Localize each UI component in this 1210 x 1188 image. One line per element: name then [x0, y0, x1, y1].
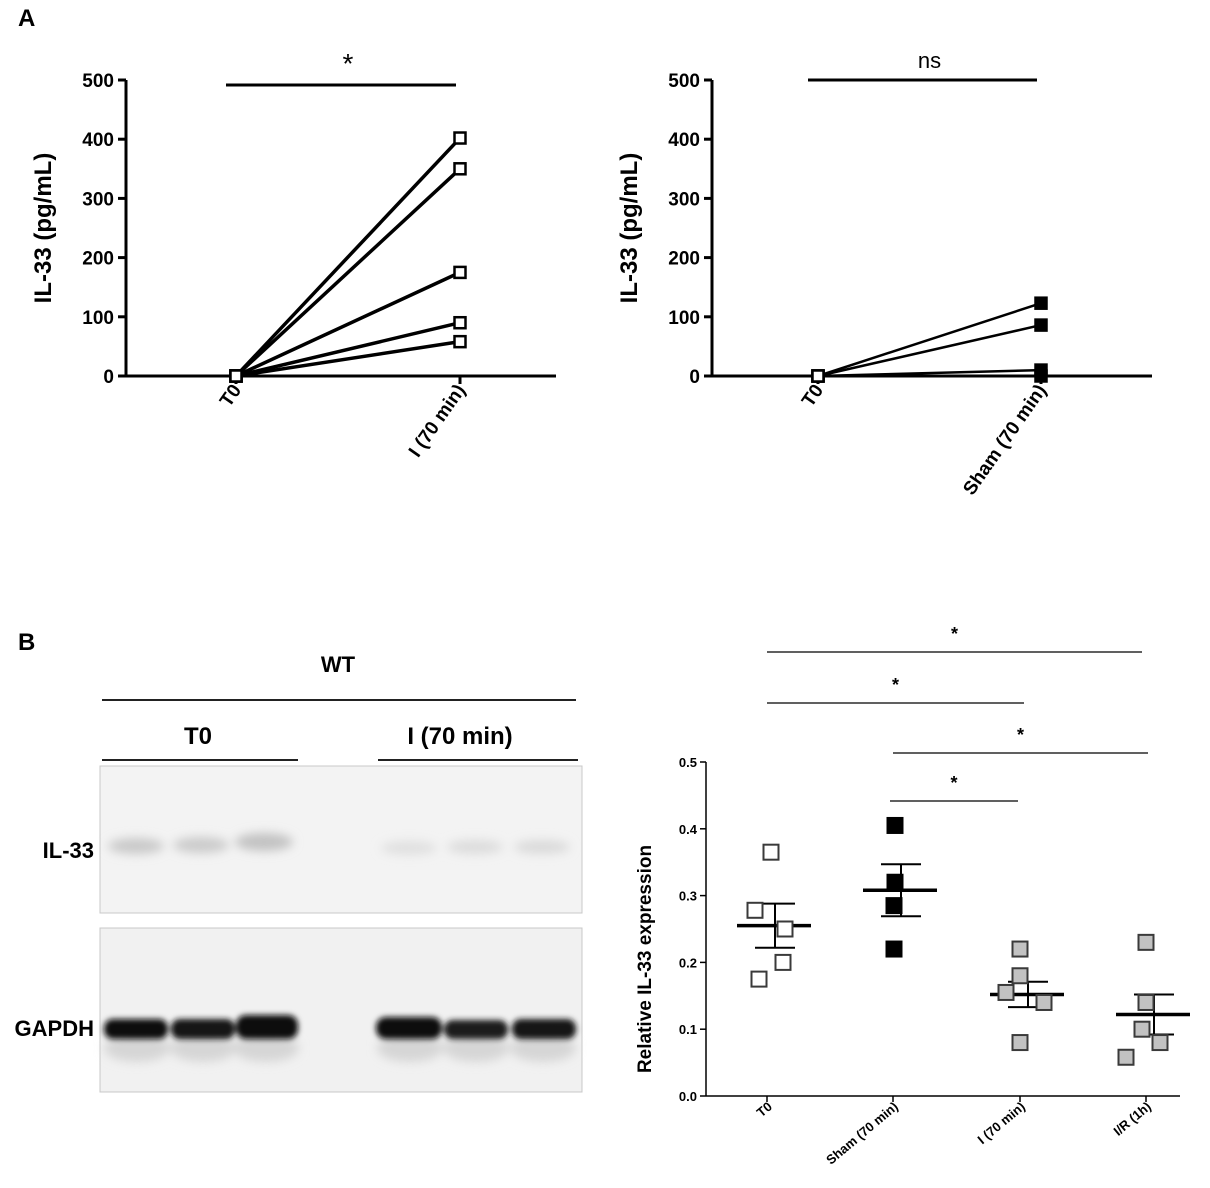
y-tick-label: 0.0	[679, 1089, 697, 1104]
data-point	[229, 369, 243, 383]
data-point	[1011, 940, 1029, 958]
chart-a-right: 0 100 200 300 400 500 IL-33 (pg/mL) T0 Sham (70 …	[616, 48, 1152, 499]
data-point	[885, 940, 903, 958]
data-point	[1034, 296, 1048, 310]
gapdh-band-4	[376, 1017, 442, 1039]
data-point	[453, 265, 467, 280]
gapdh-band-6	[512, 1019, 576, 1039]
data-point	[453, 131, 467, 145]
pair-line-2	[234, 167, 462, 378]
gapdh-band-1	[104, 1019, 168, 1039]
il33-band-2	[173, 837, 229, 853]
chart-a-left: 0 100 200 300 400 500 IL-33 (pg/mL) T0 I (70 min…	[30, 48, 556, 461]
data-point	[453, 315, 467, 330]
data-point	[1011, 967, 1029, 985]
y-tick-label: 0.2	[679, 955, 697, 970]
data-point	[1117, 1048, 1135, 1066]
data-point	[776, 920, 794, 938]
data-point	[1151, 1034, 1169, 1052]
il33-band-1	[108, 838, 164, 854]
gapdh-band-2	[171, 1019, 235, 1039]
y-tick-label: 200	[668, 249, 700, 270]
panel-label-a: A	[18, 5, 35, 32]
y-tick-label: 0	[689, 367, 700, 388]
pair-line-3	[235, 270, 461, 378]
x-tick-label: T0	[216, 381, 246, 411]
panel-label-b: B	[18, 629, 35, 656]
il33-band-6	[514, 840, 570, 854]
data-point	[1011, 1034, 1029, 1052]
y-tick-label: 0.4	[679, 822, 698, 837]
y-tick-label: 300	[82, 189, 114, 210]
x-tick-label: T0	[754, 1099, 775, 1120]
chart-b-scatter: 0.0 0.1 0.2 0.3 0.4 0.5 Relative IL-33 express…	[635, 624, 1190, 1167]
pair-line-2	[817, 323, 1042, 378]
gapdh-band-3	[236, 1015, 298, 1039]
y-tick-label: 0.1	[679, 1022, 697, 1037]
y-axis-label: IL-33 (pg/mL)	[30, 153, 57, 304]
significance-label: *	[951, 624, 958, 644]
y-tick-label: 0.5	[679, 755, 697, 770]
x-tick-label: T0	[798, 381, 828, 411]
blot-row-label-il33: IL-33	[43, 838, 94, 863]
data-point	[1137, 993, 1155, 1011]
y-tick-label: 100	[82, 308, 114, 329]
significance-label: ns	[918, 48, 941, 73]
gapdh-bands	[104, 1015, 576, 1062]
data-point	[762, 843, 780, 861]
x-tick-label: I (70 min)	[405, 381, 470, 461]
significance-label: *	[343, 48, 354, 79]
data-point	[453, 162, 467, 176]
y-tick-label: 300	[668, 189, 700, 210]
data-point	[774, 953, 792, 971]
y-tick-label: 0.3	[679, 889, 697, 904]
x-tick-label: Sham (70 min)	[823, 1099, 901, 1168]
y-tick-label: 200	[82, 249, 114, 270]
il33-band-3	[235, 833, 293, 851]
il33-bands	[108, 833, 570, 855]
blot-group-label-i70: I (70 min)	[407, 723, 512, 750]
western-blot: WT T0 I (70 min) IL-33 GAPDH	[15, 652, 583, 1093]
y-tick-label: 100	[668, 308, 700, 329]
data-point	[1137, 933, 1155, 951]
x-tick-label: I (70 min)	[975, 1099, 1028, 1147]
x-tick-label: I/R (1h)	[1111, 1099, 1154, 1139]
blot-membrane-il33	[99, 765, 583, 914]
data-point	[1035, 993, 1053, 1011]
gapdh-band-5	[444, 1020, 508, 1039]
data-point	[1133, 1020, 1151, 1038]
data-point	[885, 897, 903, 915]
blot-membrane-gapdh	[99, 927, 583, 1093]
y-axis-label: IL-33 (pg/mL)	[616, 153, 643, 304]
pair-line-1	[234, 136, 462, 378]
significance-label: *	[1017, 725, 1024, 745]
y-tick-label: 400	[668, 130, 700, 151]
data-point	[811, 369, 825, 383]
data-point	[746, 901, 764, 919]
data-point	[886, 816, 904, 834]
blot-row-label-gapdh: GAPDH	[15, 1016, 94, 1041]
x-tick-label: Sham (70 min)	[959, 381, 1051, 499]
blot-group-label-t0: T0	[184, 723, 212, 750]
il33-band-5	[447, 840, 503, 854]
y-tick-label: 0	[103, 367, 114, 388]
significance-label: *	[950, 773, 957, 793]
data-point	[997, 983, 1015, 1001]
y-tick-label: 500	[668, 71, 700, 92]
pair-line-5	[235, 339, 461, 378]
data-point	[453, 334, 467, 349]
y-tick-label: 400	[82, 130, 114, 151]
pair-line-4	[235, 321, 461, 378]
data-point	[1034, 369, 1048, 383]
data-point	[750, 970, 768, 988]
pair-line-1	[817, 301, 1042, 378]
il33-band-4	[381, 841, 437, 855]
data-point	[1034, 318, 1048, 332]
significance-label: *	[892, 675, 899, 695]
y-tick-label: 500	[82, 71, 114, 92]
y-axis-label: Relative IL-33 expression	[635, 845, 656, 1073]
blot-genotype-label: WT	[321, 652, 356, 677]
data-point	[886, 873, 904, 891]
